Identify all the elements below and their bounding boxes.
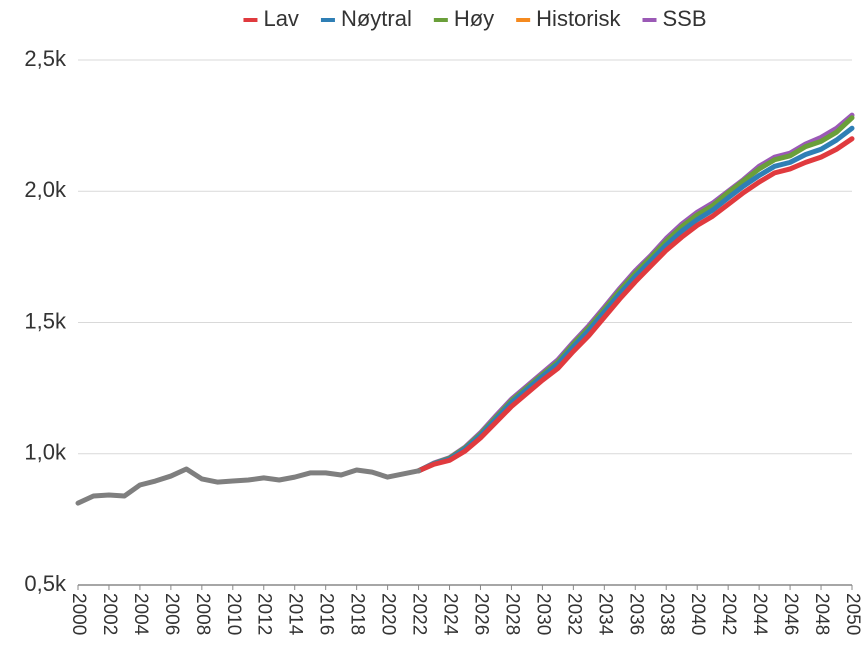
legend-label: Høy <box>454 6 494 31</box>
x-tick-label: 2018 <box>347 593 368 635</box>
x-tick-label: 2046 <box>780 593 801 635</box>
x-tick-label: 2016 <box>316 593 337 635</box>
x-tick-label: 2010 <box>223 593 244 635</box>
x-tick-label: 2020 <box>378 593 399 635</box>
x-tick-label: 2048 <box>811 593 832 635</box>
series-line <box>75 466 422 506</box>
x-tick-label: 2038 <box>656 593 677 635</box>
x-tick-label: 2040 <box>687 593 708 635</box>
legend-label: Lav <box>263 6 298 31</box>
y-tick-label: 0,5k <box>24 571 67 596</box>
y-tick-label: 2,0k <box>24 177 67 202</box>
x-tick-label: 2024 <box>440 593 461 636</box>
x-tick-label: 2050 <box>842 593 863 635</box>
x-tick-label: 2014 <box>285 593 306 636</box>
x-tick-label: 2042 <box>718 593 739 635</box>
legend-label: Nøytral <box>341 6 412 31</box>
x-tick-label: 2028 <box>501 593 522 635</box>
y-tick-label: 2,5k <box>24 46 67 71</box>
x-tick-label: 2030 <box>532 593 553 635</box>
x-tick-label: 2032 <box>563 593 584 635</box>
series-line <box>416 136 855 474</box>
legend-label: Historisk <box>536 6 621 31</box>
y-tick-label: 1,0k <box>24 440 67 465</box>
x-tick-label: 2036 <box>625 593 646 635</box>
y-tick-label: 1,5k <box>24 308 67 333</box>
x-tick-label: 2002 <box>99 593 120 635</box>
legend: Lav Nøytral Høy Historisk SSB <box>243 6 707 31</box>
x-tick-label: 2012 <box>254 593 275 635</box>
series-line <box>416 125 855 474</box>
x-tick-label: 2004 <box>130 593 151 636</box>
x-tick-label: 2026 <box>470 593 491 635</box>
x-tick-label: 2034 <box>594 593 615 636</box>
legend-label: SSB <box>663 6 707 31</box>
x-tick-label: 2044 <box>749 593 770 636</box>
x-tick-label: 2006 <box>161 593 182 635</box>
x-tick-label: 2008 <box>192 593 213 635</box>
x-tick-label: 2022 <box>409 593 430 635</box>
x-tick-label: 2000 <box>68 593 89 635</box>
